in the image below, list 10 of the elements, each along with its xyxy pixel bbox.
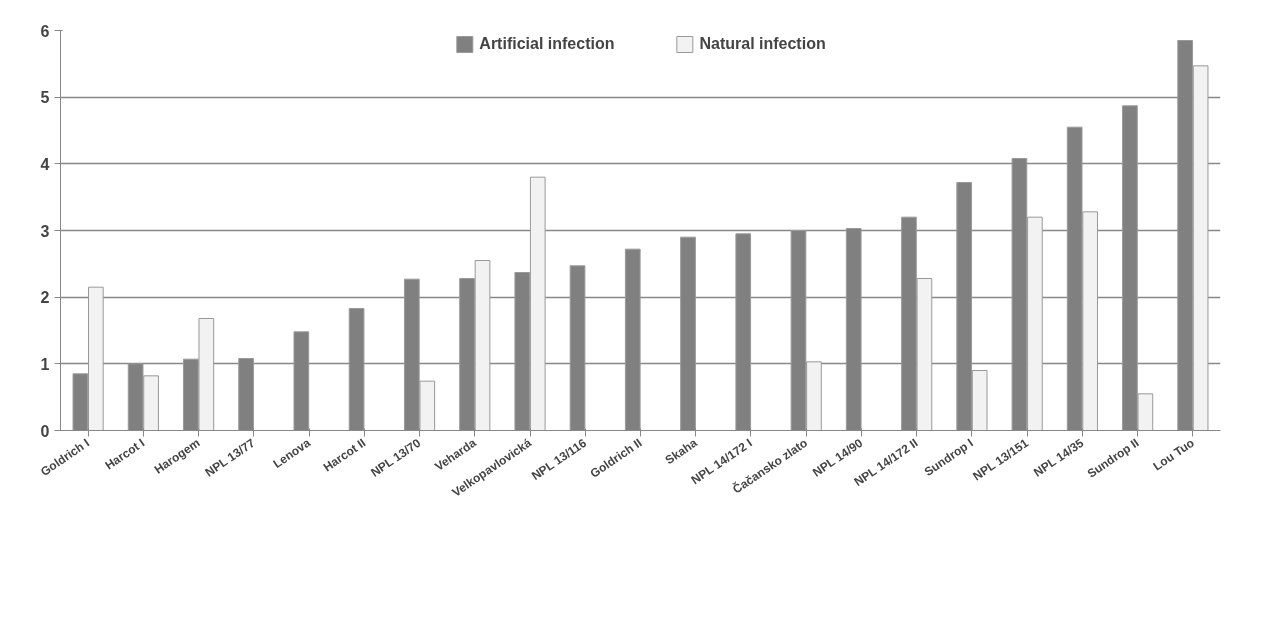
- y-tick-label: 2: [40, 289, 50, 307]
- y-tick-label: 6: [40, 22, 50, 40]
- y-tick-label: 0: [40, 422, 50, 440]
- legend-label: Natural infection: [699, 35, 826, 53]
- y-tick-label: 3: [40, 222, 50, 240]
- y-tick-label: 4: [40, 155, 50, 173]
- y-tick-label: 5: [40, 89, 50, 107]
- x-tick-label: Lou Tuo: [1150, 435, 1197, 474]
- legend-label: Artificial infection: [479, 35, 615, 53]
- y-tick-label: 1: [40, 355, 50, 373]
